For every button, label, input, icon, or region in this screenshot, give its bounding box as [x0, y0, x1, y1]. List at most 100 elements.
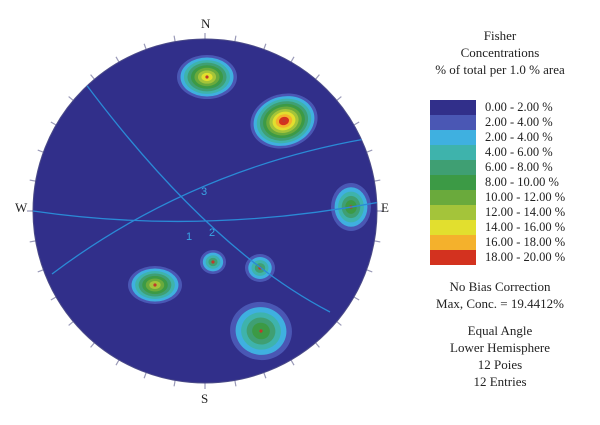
perimeter-tick — [143, 372, 147, 379]
perimeter-tick — [234, 380, 237, 387]
legend-swatch — [430, 100, 476, 115]
legend-row: 14.00 - 16.00 % — [430, 220, 565, 235]
legend-row: 8.00 - 10.00 % — [430, 175, 565, 190]
legend-row: 4.00 - 6.00 % — [430, 145, 565, 160]
perimeter-tick — [29, 240, 36, 243]
concentration-cluster — [230, 301, 292, 361]
perimeter-tick — [68, 96, 74, 101]
great-circle-arc — [84, 82, 331, 313]
perimeter-tick — [366, 269, 373, 273]
poles-count-text: 12 Poies — [477, 357, 523, 372]
color-legend: 0.00 - 2.00 % 2.00 - 4.00 % 2.00 - 4.00 … — [430, 100, 565, 265]
perimeter-tick — [37, 149, 44, 153]
compass-label-west: W — [15, 200, 28, 215]
perimeter-tick — [374, 179, 381, 182]
pole-marker — [205, 75, 209, 79]
legend-swatch — [430, 145, 476, 160]
legend-swatch — [430, 235, 476, 250]
legend-label: 12.00 - 14.00 % — [485, 205, 566, 219]
perimeter-tick — [50, 121, 57, 126]
legend-row: 6.00 - 8.00 % — [430, 160, 565, 175]
concentration-cluster — [250, 93, 318, 149]
legend-title-line-2: Concentrations — [460, 45, 540, 60]
legend-swatch — [430, 220, 476, 235]
legend-title-line-1: Fisher — [483, 28, 517, 43]
perimeter-tick — [315, 342, 320, 348]
legend-row: 2.00 - 4.00 % — [430, 130, 565, 145]
perimeter-tick — [263, 372, 267, 379]
perimeter-tick — [29, 179, 36, 182]
concentration-cluster — [177, 55, 237, 99]
legend-title: Fisher Concentrations % of total per 1.0… — [410, 27, 590, 78]
pole-marker — [282, 119, 286, 123]
legend-label: 10.00 - 12.00 % — [485, 190, 566, 204]
entries-count-text: 12 Entries — [473, 374, 527, 389]
perimeter-tick — [68, 321, 74, 326]
pole-marker — [153, 283, 157, 287]
perimeter-tick — [143, 43, 147, 50]
legend-swatch — [430, 115, 476, 130]
great-circle-labels: 1 2 3 — [186, 186, 215, 243]
pole-marker — [259, 329, 263, 333]
stereonet-plot: 1 2 3 — [27, 33, 383, 389]
perimeter-tick — [366, 149, 373, 153]
perimeter-tick — [115, 359, 120, 366]
perimeter-tick — [173, 380, 176, 387]
hemisphere-text: Lower Hemisphere — [450, 340, 550, 355]
pole-marker — [211, 260, 215, 264]
legend-row: 10.00 - 12.00 % — [430, 190, 565, 205]
concentration-contours — [128, 55, 371, 361]
legend-swatch — [430, 190, 476, 205]
legend-swatch — [430, 205, 476, 220]
perimeter-tick — [353, 296, 360, 301]
compass-label-east: E — [381, 200, 389, 215]
great-circle-label: 3 — [201, 186, 207, 198]
perimeter-tick — [374, 240, 381, 243]
legend-row: 0.00 - 2.00 % — [430, 100, 565, 115]
bias-correction-text: No Bias Correction — [449, 279, 551, 294]
legend-swatch — [430, 160, 476, 175]
legend-label: 4.00 - 6.00 % — [485, 145, 553, 159]
perimeter-tick — [90, 74, 95, 80]
legend-row: 12.00 - 14.00 % — [430, 205, 565, 220]
perimeter-tick — [50, 296, 57, 301]
compass-label-north: N — [201, 16, 211, 31]
legend-label: 8.00 - 10.00 % — [485, 175, 559, 189]
perimeter-tick — [173, 35, 176, 42]
max-concentration-text: Max, Conc. = 19.4412% — [436, 296, 564, 311]
legend-label: 16.00 - 18.00 % — [485, 235, 566, 249]
great-circle-arc — [51, 138, 366, 275]
perimeter-tick — [234, 35, 237, 42]
great-circles — [33, 82, 377, 313]
concentration-cluster — [200, 250, 226, 274]
perimeter-tick — [115, 56, 120, 63]
compass-label-south: S — [201, 391, 209, 406]
perimeter-tick — [290, 56, 295, 63]
legend-swatch — [430, 250, 476, 265]
perimeter-tick — [336, 96, 342, 101]
legend-title-line-3: % of total per 1.0 % area — [435, 62, 565, 77]
stereonet-ticks — [27, 33, 383, 389]
perimeter-tick — [353, 121, 360, 126]
bias-info: No Bias Correction Max, Conc. = 19.4412% — [410, 278, 590, 312]
perimeter-tick — [290, 359, 295, 366]
legend-label: 18.00 - 20.00 % — [485, 250, 566, 264]
great-circle-label: 1 — [186, 231, 192, 243]
perimeter-tick — [315, 74, 320, 80]
legend-label: 2.00 - 4.00 % — [485, 130, 553, 144]
legend-swatch — [430, 130, 476, 145]
perimeter-tick — [336, 321, 342, 326]
concentration-cluster — [128, 266, 182, 304]
legend-row: 2.00 - 4.00 % — [430, 115, 565, 130]
legend-label: 6.00 - 8.00 % — [485, 160, 553, 174]
projection-type-text: Equal Angle — [467, 323, 533, 338]
legend-row: 16.00 - 18.00 % — [430, 235, 565, 250]
perimeter-tick — [263, 43, 267, 50]
legend-swatch — [430, 175, 476, 190]
legend-label: 14.00 - 16.00 % — [485, 220, 566, 234]
projection-info: Equal Angle Lower Hemisphere 12 Poies 12… — [410, 322, 590, 390]
legend-label: 2.00 - 4.00 % — [485, 115, 553, 129]
legend-label: 0.00 - 2.00 % — [485, 100, 553, 114]
legend-row: 18.00 - 20.00 % — [430, 250, 565, 265]
great-circle-label: 2 — [209, 227, 215, 239]
